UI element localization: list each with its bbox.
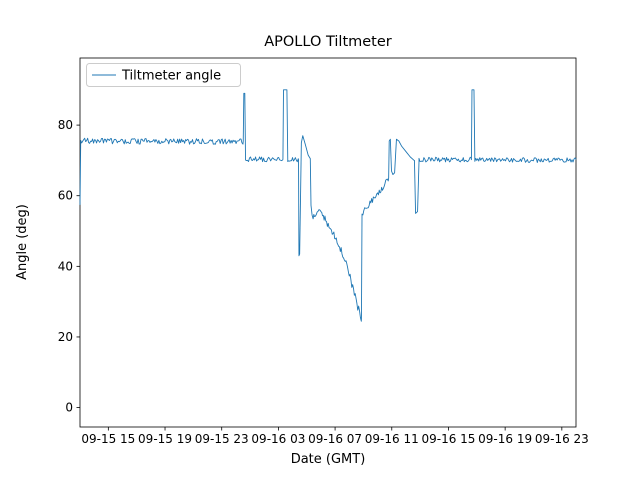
legend: Tiltmeter angle xyxy=(86,63,241,87)
x-tick-label: 09-16 19 xyxy=(478,432,532,446)
x-axis-ticks: 09-15 15 09-15 19 09-15 23 09-16 03 09-16 07… xyxy=(81,427,589,446)
legend-label: Tiltmeter angle xyxy=(121,69,221,84)
x-tick-label: 09-16 11 xyxy=(365,432,419,446)
x-tick-label: 09-15 23 xyxy=(195,432,249,446)
x-tick-label: 09-16 23 xyxy=(535,432,589,446)
x-tick-label: 09-16 07 xyxy=(308,432,362,446)
y-tick-label: 80 xyxy=(58,118,73,132)
y-tick-label: 60 xyxy=(58,189,73,203)
x-axis-label: Date (GMT) xyxy=(291,452,366,467)
y-axis-label: Angle (deg) xyxy=(15,204,30,280)
plot-border xyxy=(79,57,577,428)
x-tick-label: 09-15 19 xyxy=(138,432,192,446)
y-tick-label: 20 xyxy=(58,330,73,344)
y-tick-label: 0 xyxy=(65,401,73,415)
x-tick-label: 09-16 15 xyxy=(421,432,475,446)
legend-box xyxy=(86,63,241,87)
y-axis-ticks: 0 20 40 60 80 xyxy=(58,118,80,415)
y-tick-label: 40 xyxy=(58,259,73,273)
chart-title: APOLLO Tiltmeter xyxy=(264,34,392,50)
x-tick-label: 09-15 15 xyxy=(81,432,135,446)
x-tick-label: 09-16 03 xyxy=(251,432,305,446)
tiltmeter-angle-line xyxy=(79,89,577,322)
